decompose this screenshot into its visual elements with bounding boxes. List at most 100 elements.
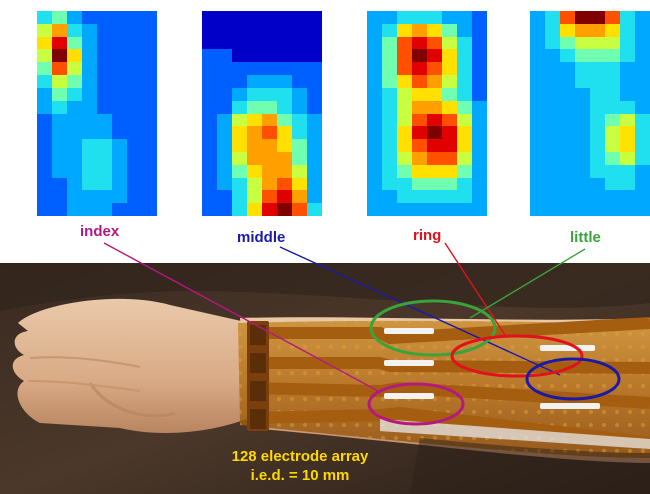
heatmap-cell [530, 75, 545, 88]
heatmap-cell [277, 11, 292, 24]
heatmap-cell [382, 23, 397, 37]
heatmap-cell [307, 177, 322, 191]
heatmap-cell [560, 151, 575, 165]
heatmap-cell [412, 177, 427, 191]
heatmap-cell [307, 139, 322, 152]
heatmap-cell [530, 113, 545, 127]
heatmap-cell [232, 113, 247, 127]
heatmap-cell [382, 190, 397, 204]
heatmap-cell [112, 113, 127, 127]
heatmap-cell [202, 100, 217, 114]
heatmap-cell [217, 23, 232, 37]
heatmap-cell [67, 49, 82, 63]
heatmap-cell [590, 151, 605, 165]
heatmap-cell [307, 11, 322, 24]
heatmap-cell [590, 190, 605, 204]
heatmap-cell [142, 75, 157, 88]
heatmap-cell [292, 62, 307, 76]
heatmap-cell [142, 126, 157, 140]
heatmap-cell [560, 36, 575, 50]
heatmap-cell [232, 190, 247, 204]
heatmap-cell [605, 139, 620, 152]
heatmap-cell [575, 113, 590, 127]
heatmap-cell [292, 36, 307, 50]
heatmap-cell [97, 23, 112, 37]
heatmap-cell [82, 23, 97, 37]
heatmap-cell [620, 87, 635, 101]
caption: 128 electrode array i.e.d. = 10 mm [215, 447, 385, 485]
heatmap-cell [247, 36, 262, 50]
heatmap-cell [232, 164, 247, 178]
heatmap-cell [127, 49, 142, 63]
heatmap-cell [545, 100, 560, 114]
heatmap-cell [97, 100, 112, 114]
heatmap-cell [397, 11, 412, 24]
heatmap-cell [590, 164, 605, 178]
heatmap-cell [545, 177, 560, 191]
heatmap-cell [560, 164, 575, 178]
caption-line-1: 128 electrode array [231, 448, 369, 465]
heatmap-cell [217, 126, 232, 140]
heatmap-cell [382, 177, 397, 191]
heatmap-cell [217, 203, 232, 216]
heatmap-cell [427, 36, 442, 50]
heatmap-cell [635, 87, 650, 101]
heatmap-cell [217, 62, 232, 76]
heatmap-cell [127, 203, 142, 216]
heatmap-cell [292, 177, 307, 191]
heatmap-cell [232, 87, 247, 101]
heatmap-cell [590, 203, 605, 216]
heatmap-cell [575, 100, 590, 114]
heatmap-index [37, 11, 157, 216]
heatmap-cell [590, 126, 605, 140]
heatmap-cell [37, 190, 52, 204]
heatmap-cell [412, 113, 427, 127]
heatmap-cell [262, 203, 277, 216]
heatmap-cell [37, 139, 52, 152]
heatmap-cell [127, 139, 142, 152]
heatmap-cell [262, 87, 277, 101]
heatmap-cell [37, 36, 52, 50]
heatmap-cell [605, 190, 620, 204]
heatmap-cell [575, 164, 590, 178]
heatmap-cell [472, 36, 487, 50]
heatmap-cell [635, 126, 650, 140]
heatmap-cell [37, 126, 52, 140]
heatmap-cell [545, 11, 560, 24]
heatmap-cell [127, 126, 142, 140]
heatmap-cell [620, 203, 635, 216]
heatmap-cell [82, 177, 97, 191]
heatmap-cell [232, 177, 247, 191]
heatmap-cell [367, 203, 382, 216]
heatmap-cell [202, 190, 217, 204]
heatmap-cell [97, 75, 112, 88]
heatmap-cell [262, 49, 277, 63]
heatmap-cell [112, 100, 127, 114]
heatmap-cell [217, 139, 232, 152]
heatmap-cell [560, 75, 575, 88]
heatmap-cell [37, 164, 52, 178]
heatmap-cell [605, 126, 620, 140]
heatmap-cell [37, 203, 52, 216]
heatmap-cell [67, 100, 82, 114]
heatmap-cell [262, 11, 277, 24]
heatmap-cell [142, 100, 157, 114]
heatmap-cell [457, 62, 472, 76]
heatmap-cell [472, 62, 487, 76]
heatmap-cell [277, 126, 292, 140]
heatmap-cell [412, 190, 427, 204]
heatmap-cell [292, 87, 307, 101]
label-index: index [80, 223, 120, 240]
heatmap-cell [127, 75, 142, 88]
heatmap-cell [247, 151, 262, 165]
heatmap-cell [472, 177, 487, 191]
heatmap-cell [605, 62, 620, 76]
heatmap-cell [397, 177, 412, 191]
heatmap-cell [82, 190, 97, 204]
heatmap-cell [560, 100, 575, 114]
heatmap-cell [202, 164, 217, 178]
heatmap-cell [382, 113, 397, 127]
heatmap-cell [442, 23, 457, 37]
heatmap-cell [442, 100, 457, 114]
heatmap-cell [545, 203, 560, 216]
